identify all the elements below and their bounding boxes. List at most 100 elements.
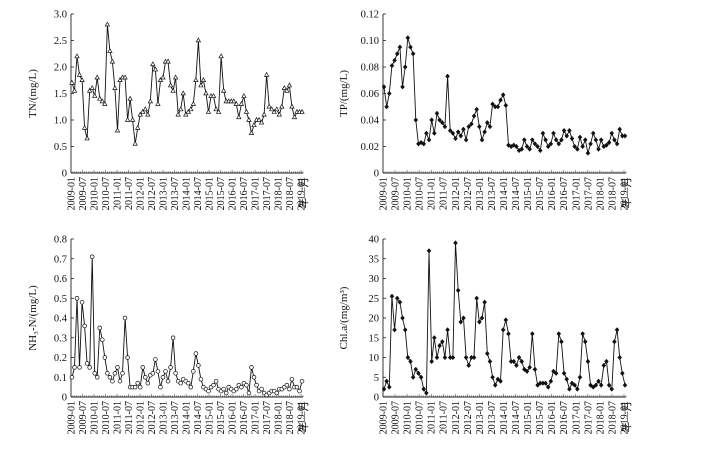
nh3n-point [274,390,280,396]
tp-point [612,137,617,143]
chla-point [439,339,445,345]
tp-point [567,127,572,134]
tn-point [157,77,164,83]
nh3n-x-tick-label: 2014-07 [193,401,204,434]
tp-point [490,101,495,107]
chla-point [397,299,403,305]
tn-point [289,103,295,109]
chla-y-tick-label: 25 [369,294,380,305]
chla-x-tick-label: 2011-01 [427,401,438,434]
tp-point [421,141,427,147]
tp-point [482,129,487,135]
nh3n-point [155,369,161,374]
tp-x-tick-label: 2009-07 [391,177,402,210]
tn-point [193,77,199,83]
tp-x-tick-label: 2019-01 [619,177,630,210]
nh3n-point [160,375,166,380]
nh3n-y-tick-label: 0.7 [54,254,67,265]
nh3n-point [294,384,300,390]
chla-point [590,384,596,390]
chla-x-tick-label: 2009-01 [379,401,390,434]
nh3n-point [196,363,201,368]
tp-y-tick-label: 0.08 [361,63,379,74]
nh3n-point [150,371,156,376]
tn-point [99,98,105,104]
tp-point [593,137,599,143]
tp-point [479,137,485,143]
nh3n-point [153,357,158,362]
tp-x-tick-label: 2015-01 [523,177,534,210]
tn-point [263,71,270,77]
tn-x-tick-label: 2013-07 [170,177,181,210]
nh3n-point [193,351,199,356]
tn-x-tick-label: 2015-07 [216,177,227,210]
chla-point [431,335,437,341]
tn-point [274,106,280,112]
chla-x-tick-label: 2014-07 [511,401,522,434]
tp-point [461,126,466,132]
tn-point [167,82,174,88]
tn-y-tick-label: 0 [62,169,67,180]
nh3n-point [110,378,115,384]
tn-point [284,87,290,93]
chla-point [553,370,559,376]
tp-point [511,142,517,148]
tn-point [112,85,118,90]
tp-point [614,141,620,147]
nh3n-point [289,376,295,382]
chla-point [455,287,461,294]
tn-x-tick-label: 2012-07 [147,177,158,210]
chla-point [569,380,575,386]
tn-point [155,100,161,106]
tp-x-tick-label: 2011-01 [427,177,438,210]
tp-point [466,123,472,130]
chla-point [466,362,472,369]
chla-point [580,331,585,337]
nh3n-point [284,382,290,388]
nh3n-x-tick-label: 2015-01 [205,401,216,434]
nh3n-point [87,365,92,370]
tn-point [117,77,123,83]
chla-x-tick-label: 2017-01 [571,401,582,434]
chla-y-tick-label: 15 [369,333,380,344]
chla-series-line [383,242,626,395]
tp-point [426,137,432,143]
tp-point [445,73,450,79]
tn-point [76,71,83,77]
tp-point [532,141,538,147]
chla-y-tick-label: 40 [369,235,380,246]
tn-y-tick-label: 1.5 [54,89,67,100]
tp-point [545,143,551,150]
nh3n-point [105,371,110,376]
chla-point [532,366,538,373]
tp-point [622,133,628,139]
tp-point [394,51,400,57]
chla-x-tick-label: 2015-01 [523,401,534,434]
tn-point [215,108,222,114]
chla-point [482,299,487,305]
nh3n-point [206,388,211,394]
tn-x-tick-label: 2015-01 [205,177,216,210]
tp-x-tick-label: 2018-07 [607,177,618,210]
tn-point [165,58,171,64]
tp-point [569,135,575,142]
tp-point [437,117,442,123]
tp-point [548,141,554,147]
tp-point [386,90,392,97]
tp-point [514,143,519,150]
tp-point [535,143,540,150]
tn-point [132,140,138,146]
tp-point [527,146,532,152]
nh3n-point [132,384,138,390]
tn-x-tick-label: 2017-01 [251,177,262,210]
chla-point [519,358,525,365]
tn-point [92,93,98,98]
nh3n-y-tick-label: 0.2 [54,353,67,364]
tp-point [540,130,546,136]
chla-point [622,382,628,388]
nh3n-point [82,323,87,329]
tp-x-tick-label: 2016-07 [559,177,570,210]
chla-point [410,374,416,380]
tp-point [598,137,604,143]
